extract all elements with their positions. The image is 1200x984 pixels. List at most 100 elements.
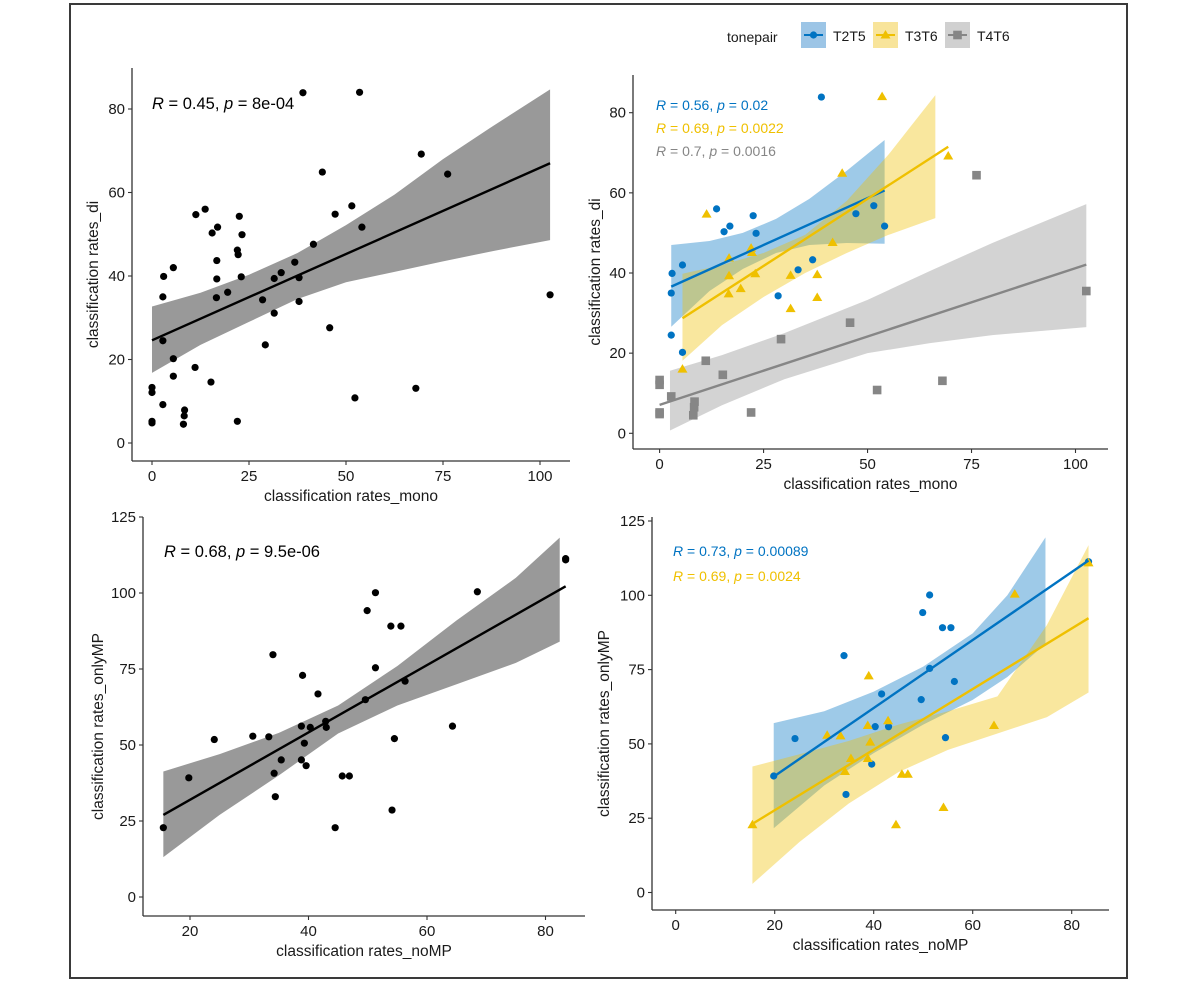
data-point-all [351,394,359,402]
x-tick-label: 0 [655,456,663,473]
data-point-all [159,293,167,301]
data-point-t2t5 [667,289,675,297]
panel-top-right: 0 25 50 75 100 0 20 40 60 80 classification rates_… [587,75,1108,493]
data-point-all [300,739,308,747]
data-point-t3t6 [746,247,757,257]
legend-title: tonepair [727,29,778,45]
data-point-all [271,793,279,801]
data-point-all [159,337,167,345]
data-point-all [258,296,267,304]
x-axis-title: classification rates_noMP [276,943,452,960]
data-point-all [235,212,243,220]
confidence-band-t2t5 [671,139,885,327]
x-tick-label: 100 [1063,456,1088,473]
data-point-all [299,89,307,97]
data-point-t3t6 [827,237,838,247]
data-point-t2t5 [817,93,825,101]
data-point-all [397,622,405,630]
data-point-all [331,824,339,832]
data-point-all [298,671,307,679]
data-point-all [291,258,299,266]
legend-item-t3t6: T3T6 [873,22,938,48]
y-tick-label: 0 [637,885,645,902]
correlation-annotation: R = 0.56, p = 0.02 [656,97,768,113]
data-point-t4t6 [972,170,981,180]
data-point-all [390,735,399,743]
data-point-t3t6 [735,283,746,293]
y-tick-label: 75 [628,662,645,679]
y-axis-title: classification rates_onlyMP [596,630,613,817]
data-point-all [212,294,221,302]
confidence-band-all [152,89,551,373]
x-axis-title: classification rates_noMP [793,937,969,954]
legend-label: T2T5 [833,28,866,44]
data-point-t4t6 [718,370,728,380]
data-point-t4t6 [688,410,698,420]
fit-line-t3t6 [751,617,1090,825]
data-point-all [277,756,285,764]
correlation-annotation: R = 0.69, p = 0.0022 [656,120,784,136]
data-point-t2t5 [871,723,879,731]
data-point-all [191,363,199,372]
data-point-all [277,269,285,277]
data-point-all [318,168,326,176]
x-tick-label: 60 [964,917,981,934]
data-point-t4t6 [776,334,786,344]
data-point-t2t5 [794,266,802,274]
data-point-t3t6 [943,150,954,160]
y-tick-label: 50 [628,736,645,753]
data-point-all [297,722,305,730]
legend-label: T3T6 [905,28,938,44]
data-point-t3t6 [877,91,888,101]
data-point-all [148,419,156,427]
data-point-all [159,400,167,409]
y-tick-label: 50 [119,737,136,754]
data-point-t3t6 [701,209,712,218]
data-point-t2t5 [926,591,934,599]
x-tick-label: 50 [859,456,876,473]
data-point-all [233,417,241,425]
data-point-all [234,251,242,259]
data-point-all [417,150,425,158]
data-point-t3t6 [835,730,846,740]
data-point-all [473,588,481,596]
data-point-all [261,341,269,349]
y-tick-label: 0 [117,435,125,452]
y-tick-label: 125 [620,513,645,530]
data-point-t2t5 [870,202,878,210]
data-point-t2t5 [712,205,721,213]
x-tick-label: 40 [300,923,317,940]
legend-marker-triangle-icon [880,30,891,39]
x-axis-title: classification rates_mono [783,476,957,493]
figure-frame [69,3,1128,979]
data-point-t4t6 [701,356,711,366]
data-point-t3t6 [839,766,850,776]
data-point-t2t5 [947,624,955,632]
x-tick-label: 80 [1063,917,1080,934]
data-point-all [322,723,330,731]
x-tick-label: 75 [963,456,980,473]
data-point-all [314,690,322,698]
data-point-t4t6 [845,318,855,327]
x-tick-label: 75 [435,468,452,485]
data-point-all [295,297,303,306]
data-point-t2t5 [809,256,817,264]
legend-marker-circle-icon [809,31,818,39]
data-point-all [371,589,380,597]
data-point-all [309,240,318,248]
data-point-all [180,406,189,414]
data-point-t4t6 [746,408,756,417]
data-point-t3t6 [785,303,796,313]
data-point-all [238,231,246,239]
data-point-all [180,412,188,420]
confidence-band-all [163,537,560,858]
x-tick-label: 0 [672,917,680,934]
data-point-t2t5 [667,331,675,339]
data-point-all [331,210,339,218]
data-point-all [148,383,156,392]
confidence-band-t3t6 [682,95,936,361]
data-point-t2t5 [941,734,950,742]
data-point-t4t6 [655,409,664,419]
data-point-t3t6 [1083,557,1094,567]
